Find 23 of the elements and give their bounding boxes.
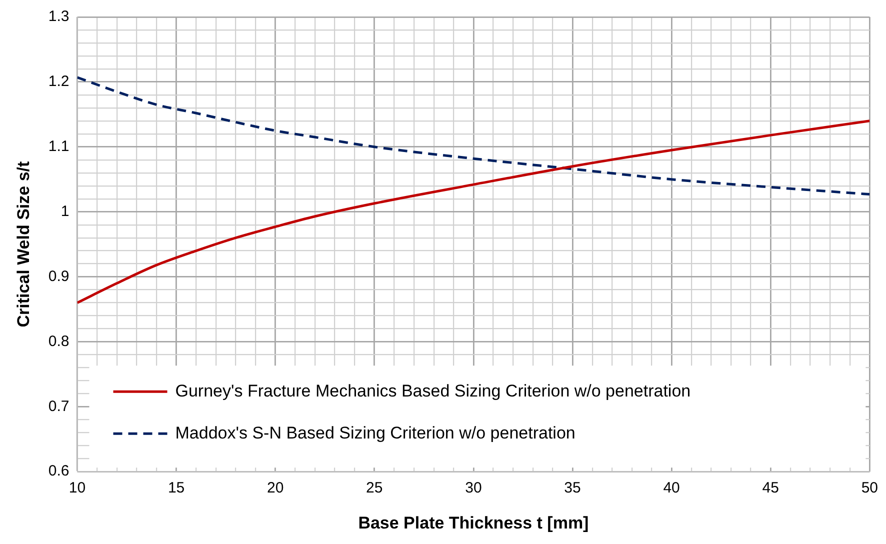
y-tick-label: 1.3 — [48, 8, 70, 26]
legend-label: Maddox's S-N Based Sizing Criterion w/o penetration — [175, 423, 576, 442]
x-tick-label: 20 — [267, 480, 284, 497]
x-tick-label: 15 — [168, 480, 185, 497]
x-tick-label: 40 — [663, 480, 680, 497]
y-tick-label: 0.7 — [48, 398, 70, 415]
x-tick-label: 45 — [762, 480, 779, 497]
x-tick-label: 50 — [861, 480, 878, 497]
x-tick-label: 10 — [68, 480, 86, 497]
y-tick-label: 1.2 — [48, 73, 70, 90]
line-series — [77, 76, 870, 196]
y-tick-label: 1 — [60, 202, 70, 220]
y-tick-label: 1.1 — [48, 138, 70, 156]
legend-label: Gurney's Fracture Mechanics Based Sizing Criterion w/o penetration — [175, 381, 691, 400]
line-series — [77, 120, 870, 304]
x-tick-label: 30 — [465, 480, 482, 497]
x-axis-title: Base Plate Thickness t [mm] — [358, 513, 589, 532]
y-tick-label: 0.9 — [48, 268, 70, 285]
y-tick-label: 0.8 — [48, 332, 70, 350]
y-axis-title: Critical Weld Size s/t — [14, 160, 33, 328]
x-tick-label: 25 — [366, 480, 383, 497]
x-tick-label: 35 — [564, 480, 581, 497]
y-tick-label: 0.6 — [48, 462, 70, 480]
